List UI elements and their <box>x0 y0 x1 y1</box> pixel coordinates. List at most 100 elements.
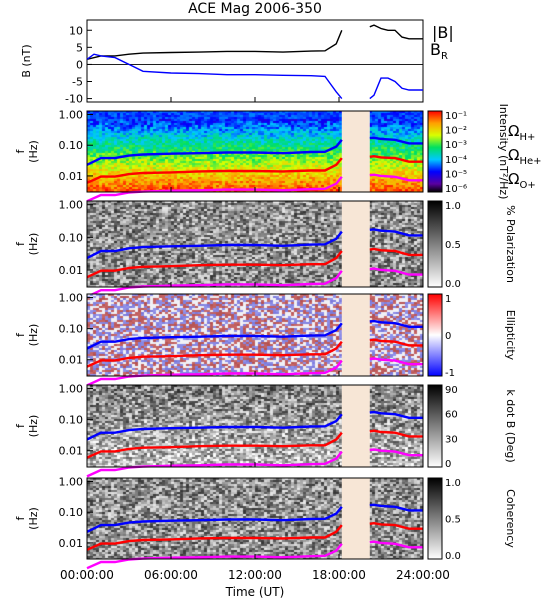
panel-1-heatmap: 1.00 0.10 0.01 f (Hz) 10⁻¹ 10⁻² 10⁻³ 10⁻⁴ 10⁻⁵ 10⁻… <box>14 104 542 203</box>
panel-5-heatmap: 1.00 0.10 0.01 f (Hz) 1.0 0.5 0.0 Coherency <box>14 476 517 570</box>
y-axis-label: (Hz) <box>27 324 40 347</box>
y-tick-label: 0.01 <box>59 537 84 550</box>
gyrofrequency-line-O-plus <box>86 448 423 478</box>
x-tick-label: 06:00:00 <box>144 568 198 582</box>
y-tick-label: 1.00 <box>59 476 84 489</box>
series-line-total <box>86 24 423 60</box>
gyrofrequency-line-He-plus <box>86 338 423 368</box>
y-axis-label: f <box>14 515 27 520</box>
gyrofrequency-line-O-plus <box>86 540 423 570</box>
y-tick-label: 0.01 <box>59 445 84 458</box>
colorbar-tick-label: 0.0 <box>445 279 461 290</box>
x-tick-label: 12:00:00 <box>228 568 282 582</box>
y-axis-label: f <box>14 423 27 428</box>
panel-4-heatmap: 1.00 0.10 0.01 f (Hz) 90 60 30 0 k dot B (Deg) <box>14 383 517 478</box>
y-axis-label: f <box>14 148 27 153</box>
data-gap <box>341 111 370 192</box>
colorbar-tick-label: 10⁻¹ <box>445 111 467 122</box>
x-tick-label: 00:00:00 <box>60 568 114 582</box>
y-tick-label: 0.10 <box>59 231 84 244</box>
series-line-radial <box>86 53 423 100</box>
colorbar <box>427 110 443 193</box>
y-tick-label: 0 <box>76 58 83 71</box>
y-axis-label: f <box>14 241 27 246</box>
colorbar-tick-label: 10⁻³ <box>445 140 467 151</box>
y-tick-label: 0.10 <box>59 139 84 152</box>
y-tick-label: 0.01 <box>59 354 84 367</box>
y-tick-label: -10 <box>65 93 83 106</box>
panel-2-heatmap: 1.00 0.10 0.01 f (Hz) 1.0 0.5 0.0 % Polarization <box>14 199 517 298</box>
colorbar <box>427 293 443 377</box>
colorbar-tick-label: 0.5 <box>445 240 461 251</box>
legend-omega-O-plus: ΩO+ <box>508 170 536 191</box>
y-axis-label: (Hz) <box>27 507 40 530</box>
y-tick-label: 1.00 <box>59 383 84 396</box>
colorbar-tick-label: 60 <box>445 410 458 421</box>
gyrofrequency-line-He-plus <box>86 154 423 184</box>
y-tick-label: 0.10 <box>59 323 84 336</box>
colorbar-label: Ellipticity <box>504 310 517 361</box>
panel-b-field: 10 5 0 -5 -10 B (nT) |B|BR <box>20 19 454 106</box>
y-axis-label: (Hz) <box>27 140 40 163</box>
gyrofrequency-line-O-plus <box>86 173 423 203</box>
colorbar-label: Intensity (nT²/Hz) <box>497 104 510 200</box>
colorbar-tick-label: -1 <box>445 368 455 379</box>
colorbar-tick-label: 0 <box>445 331 451 342</box>
legend-omega-He-plus: ΩHe+ <box>508 146 542 167</box>
colorbar <box>427 200 443 288</box>
legend-omega-H-plus: ΩH+ <box>508 122 535 143</box>
data-gap <box>341 385 370 467</box>
panel-frame <box>86 19 424 103</box>
gyrofrequency-line-H-plus <box>86 503 423 533</box>
y-axis-label: (Hz) <box>27 415 40 438</box>
colorbar-tick-label: 1.0 <box>445 478 461 489</box>
colorbar <box>427 477 443 560</box>
gyrofrequency-line-He-plus <box>86 521 423 551</box>
legend-radial-b: BR <box>430 40 448 62</box>
gyrofrequency-line-H-plus <box>86 136 423 166</box>
gyrofrequency-line-O-plus <box>86 357 423 387</box>
x-tick-label: 18:00:00 <box>312 568 366 582</box>
colorbar-tick-label: 1 <box>445 294 451 305</box>
colorbar-label: k dot B (Deg) <box>504 389 517 462</box>
colorbar-tick-label: 0 <box>445 459 451 470</box>
chart-title: ACE Mag 2006-350 <box>188 1 322 17</box>
y-tick-label: 0.01 <box>59 170 84 183</box>
data-gap <box>341 478 370 559</box>
y-tick-label: 1.00 <box>59 292 84 305</box>
y-tick-label: 10 <box>69 24 83 37</box>
colorbar-tick-label: 30 <box>445 434 458 445</box>
y-axis-label: f <box>14 332 27 337</box>
colorbar-tick-label: 1.0 <box>445 201 461 212</box>
data-gap <box>341 201 370 287</box>
y-tick-label: -5 <box>72 76 83 89</box>
gyrofrequency-line-H-plus <box>86 319 423 350</box>
colorbar-tick-label: 10⁻⁴ <box>445 155 467 166</box>
gyrofrequency-line-He-plus <box>86 429 423 459</box>
colorbar-tick-label: 10⁻⁵ <box>445 169 467 180</box>
y-tick-label: 1.00 <box>59 199 84 212</box>
data-gap <box>341 294 370 376</box>
y-tick-label: 0.01 <box>59 264 84 277</box>
gyrofrequency-line-H-plus <box>86 410 423 441</box>
x-tick-label: 24:00:00 <box>396 568 450 582</box>
panel-3-heatmap: 1.00 0.10 0.01 f (Hz) 1 0 -1 Ellipticity <box>14 292 517 387</box>
gyrofrequency-line-He-plus <box>86 247 423 279</box>
colorbar-tick-label: 0.0 <box>445 551 461 562</box>
y-tick-label: 1.00 <box>59 109 84 122</box>
colorbar-tick-label: 90 <box>445 385 458 396</box>
y-tick-label: 5 <box>76 41 83 54</box>
legend-total-b: |B| <box>432 23 454 42</box>
colorbar-tick-label: 10⁻² <box>445 126 467 137</box>
y-tick-label: 0.10 <box>59 414 84 427</box>
colorbar <box>427 384 443 468</box>
x-axis-label: Time (UT) <box>225 585 285 599</box>
gyrofrequency-line-O-plus <box>86 267 423 298</box>
colorbar-tick-label: 10⁻⁶ <box>445 184 467 195</box>
y-tick-label: 0.10 <box>59 506 84 519</box>
colorbar-label: % Polarization <box>504 205 517 283</box>
colorbar-tick-label: 0.5 <box>445 515 461 526</box>
y-axis-label: (Hz) <box>27 233 40 256</box>
colorbar-label: Coherency <box>504 489 517 548</box>
